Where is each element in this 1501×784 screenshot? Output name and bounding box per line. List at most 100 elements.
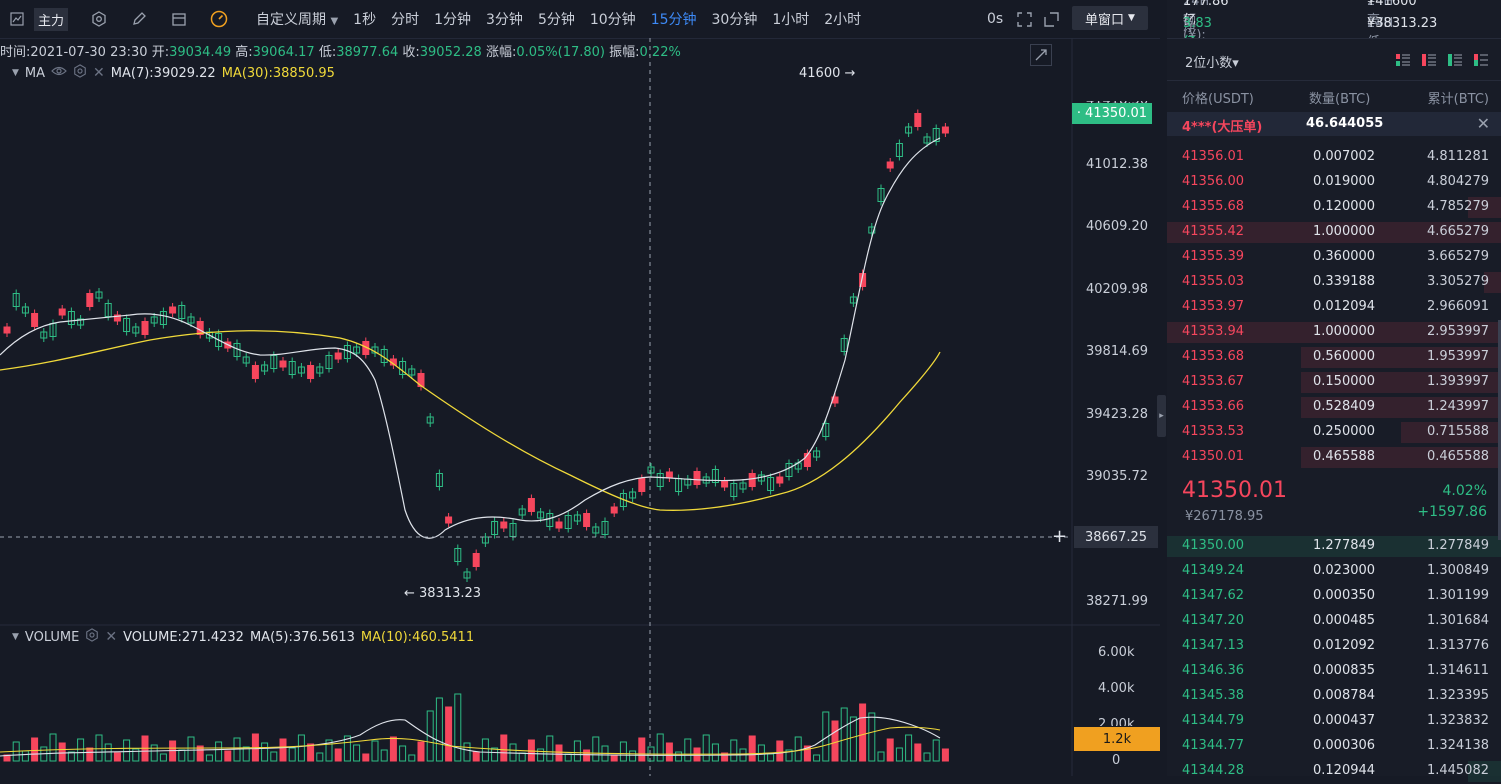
candle xyxy=(518,508,526,516)
ask-row[interactable]: 41355.68 0.120000 4.785279 xyxy=(1167,195,1501,220)
single-window-button[interactable]: 单窗口 ▼ xyxy=(1072,6,1148,30)
interval-5m[interactable]: 5分钟 xyxy=(537,12,575,28)
volume-bar xyxy=(905,734,913,762)
ask-row[interactable]: 41353.94 1.000000 2.953997 xyxy=(1167,320,1501,345)
line-chart-icon[interactable] xyxy=(8,10,26,28)
candle xyxy=(325,355,333,369)
orderbook-scrollbar[interactable] xyxy=(1498,320,1501,540)
volume-bar xyxy=(205,754,213,762)
popout-window-icon[interactable] xyxy=(1042,10,1060,28)
candle xyxy=(141,321,149,335)
interval-15m[interactable]: 15分钟 xyxy=(650,12,697,28)
candle xyxy=(426,416,434,424)
ask-row[interactable]: 41355.03 0.339188 3.305279 xyxy=(1167,270,1501,295)
row-cum: 1.301684 xyxy=(1426,613,1489,628)
eye-icon[interactable] xyxy=(51,65,67,81)
volume-bar xyxy=(371,740,379,762)
interval-30m[interactable]: 30分钟 xyxy=(711,12,758,28)
interval-10m[interactable]: 10分钟 xyxy=(589,12,636,28)
settings-hex-icon[interactable] xyxy=(73,64,87,82)
ask-row[interactable]: 41353.68 0.560000 1.953997 xyxy=(1167,345,1501,370)
interval-1h[interactable]: 1小时 xyxy=(772,12,810,28)
bid-row[interactable]: 41344.77 0.000306 1.324138 xyxy=(1167,734,1501,759)
volume-bar xyxy=(169,740,177,762)
chevron-down-icon: ▼ xyxy=(1128,13,1135,23)
candle xyxy=(399,361,407,375)
interval-1m[interactable]: 1分钟 xyxy=(434,12,472,28)
row-price: 41344.77 xyxy=(1182,738,1245,753)
collapse-arrow-icon[interactable]: ▼ xyxy=(12,632,19,642)
fullscreen-icon[interactable] xyxy=(1015,10,1033,28)
candle xyxy=(610,506,618,514)
custom-period-dropdown[interactable]: 自定义周期 ▼ xyxy=(256,12,339,28)
bid-row[interactable]: 41350.00 1.277849 1.277849 xyxy=(1167,534,1501,559)
big-order-banner[interactable]: 4***(大压单) 46.644055 ✕ xyxy=(1167,112,1501,136)
volume-bar xyxy=(665,742,673,762)
ask-row[interactable]: 41355.39 0.360000 3.665279 xyxy=(1167,245,1501,270)
price-axis-label: 41012.38 xyxy=(1086,157,1149,172)
bid-row[interactable]: 41347.13 0.012092 1.313776 xyxy=(1167,634,1501,659)
book-asks-icon[interactable] xyxy=(1421,52,1437,71)
ask-row[interactable]: 41353.66 0.528409 1.243997 xyxy=(1167,395,1501,420)
tag-dot: · xyxy=(1076,106,1082,121)
crosshair-plus-icon[interactable]: + xyxy=(1052,526,1068,547)
ask-row[interactable]: 41355.42 1.000000 4.665279 xyxy=(1167,220,1501,245)
volume-bar xyxy=(270,751,278,762)
row-price: 41344.79 xyxy=(1182,713,1245,728)
interval-3m[interactable]: 3分钟 xyxy=(486,12,523,28)
speed-gauge-icon[interactable] xyxy=(210,10,228,28)
candle xyxy=(757,474,765,482)
row-qty: 1.000000 xyxy=(1313,324,1376,339)
candle xyxy=(86,293,94,307)
bid-row[interactable]: 41347.62 0.000350 1.301199 xyxy=(1167,584,1501,609)
bid-row[interactable]: 41346.36 0.000835 1.314611 xyxy=(1167,659,1501,684)
candle xyxy=(362,341,370,355)
volume-bar xyxy=(767,753,775,762)
candle xyxy=(270,355,278,369)
decimals-dropdown[interactable]: 2位小数▾ xyxy=(1185,56,1239,71)
close-icon[interactable]: ✕ xyxy=(93,65,105,81)
ask-row[interactable]: 41353.67 0.150000 1.393997 xyxy=(1167,370,1501,395)
ask-row[interactable]: 41353.53 0.250000 0.715588 xyxy=(1167,420,1501,445)
row-price: 41356.00 xyxy=(1182,174,1245,189)
expand-icon[interactable] xyxy=(1030,44,1052,70)
interval-2h[interactable]: 2小时 xyxy=(824,12,862,28)
volume-bar xyxy=(711,743,719,762)
close-icon[interactable]: ✕ xyxy=(1476,114,1490,133)
bid-row[interactable]: 41349.24 0.023000 1.300849 xyxy=(1167,559,1501,584)
bid-row[interactable]: 41344.79 0.000437 1.323832 xyxy=(1167,709,1501,734)
candle xyxy=(472,553,480,567)
volume-bar xyxy=(21,750,29,762)
bid-row[interactable]: 41347.20 0.000485 1.301684 xyxy=(1167,609,1501,634)
candlestick-chart[interactable] xyxy=(0,0,1160,776)
row-cum: 3.305279 xyxy=(1426,274,1489,289)
book-bids-icon[interactable] xyxy=(1447,52,1463,71)
main-indicator-button[interactable]: 主力 xyxy=(34,7,69,31)
candle xyxy=(187,316,195,324)
ask-row[interactable]: 41353.97 0.012094 2.966091 xyxy=(1167,295,1501,320)
row-price: 41345.38 xyxy=(1182,688,1245,703)
ma30-value: MA(30):38850.95 xyxy=(221,65,335,81)
row-cum: 1.300849 xyxy=(1426,563,1489,578)
interval-timeshare[interactable]: 分时 xyxy=(391,12,420,28)
sidebar-collapse-handle[interactable]: ▸ xyxy=(1157,395,1166,437)
ask-row[interactable]: 41356.01 0.007002 4.811281 xyxy=(1167,145,1501,170)
bid-row[interactable]: 41345.38 0.008784 1.323395 xyxy=(1167,684,1501,709)
candle xyxy=(877,188,885,202)
pencil-icon[interactable] xyxy=(130,10,148,28)
candle xyxy=(205,331,213,339)
close-icon[interactable]: ✕ xyxy=(105,629,118,645)
settings-hex-icon[interactable] xyxy=(85,628,99,646)
ask-row[interactable]: 41356.00 0.019000 4.804279 xyxy=(1167,170,1501,195)
interval-1s[interactable]: 1秒 xyxy=(353,12,377,28)
book-both-icon[interactable] xyxy=(1395,52,1411,71)
book-compact-icon[interactable] xyxy=(1473,52,1489,71)
ask-row[interactable]: 41350.01 0.465588 0.465588 xyxy=(1167,445,1501,470)
settings-hex-icon[interactable] xyxy=(90,10,108,28)
divider xyxy=(1167,38,1501,39)
bid-row[interactable]: 41344.28 0.120944 1.445082 xyxy=(1167,759,1501,784)
calendar-icon[interactable] xyxy=(170,10,188,28)
volume-bar xyxy=(40,746,48,762)
volume-bar xyxy=(49,733,57,762)
collapse-arrow-icon[interactable]: ▼ xyxy=(12,68,19,78)
